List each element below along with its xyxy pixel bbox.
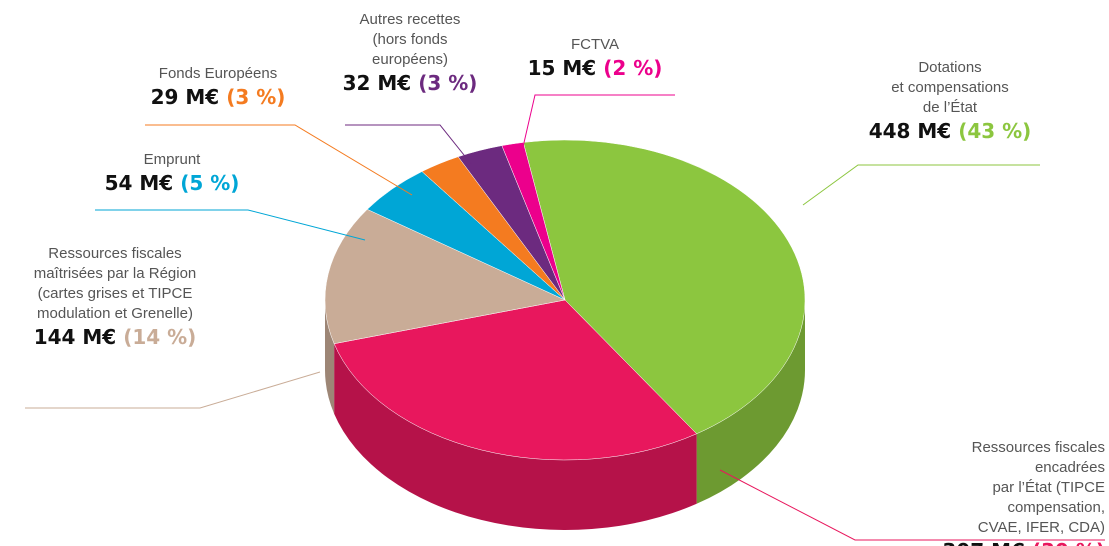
percent-label: (2 %) (603, 56, 663, 80)
value-label: 32 M€ (342, 71, 412, 95)
value-label: 54 M€ (104, 171, 174, 195)
value-label: 15 M€ (527, 56, 597, 80)
value-line: 307 M€ (30 %) (942, 538, 1105, 546)
value-line: 54 M€ (5 %) (105, 170, 240, 196)
category-name: Autres recettes (hors fonds européens) (359, 11, 461, 68)
category-name: Fonds Européens (158, 65, 278, 82)
slice-side (334, 343, 697, 530)
leader-line (519, 94, 675, 161)
value-label: 144 M€ (33, 325, 117, 349)
slice-label: Autres recettes (hors fonds européens) 32… (343, 10, 478, 96)
percent-label: (3 %) (418, 71, 478, 95)
slice-label: Ressources fiscales encadrées par l’État… (942, 438, 1105, 546)
slice-label: Dotations et compensations de l’État 448 … (869, 58, 1032, 144)
category-name: Ressources fiscales maîtrisées par la Ré… (33, 245, 197, 322)
leader-line (25, 371, 321, 409)
percent-label: (3 %) (226, 85, 286, 109)
slice-side (696, 300, 805, 504)
percent-label: (30 %) (1032, 539, 1105, 546)
slice-label: Fonds Européens 29 M€ (3 %) (151, 64, 286, 110)
percent-label: (43 %) (958, 119, 1032, 143)
category-name: FCTVA (570, 36, 620, 53)
category-name: Ressources fiscales encadrées par l’État… (971, 439, 1105, 536)
value-line: 32 M€ (3 %) (343, 70, 478, 96)
slice-label: FCTVA 15 M€ (2 %) (528, 35, 663, 81)
slice (324, 209, 566, 345)
value-label: 448 M€ (868, 119, 952, 143)
leader-line (719, 469, 1105, 541)
percent-label: (14 %) (123, 325, 197, 349)
category-name: Dotations et compensations de l’État (891, 59, 1009, 116)
value-label: 29 M€ (150, 85, 220, 109)
value-label: 307 M€ (942, 539, 1025, 546)
leader-line (95, 209, 366, 241)
value-line: 144 M€ (14 %) (34, 324, 197, 350)
slice-label: Ressources fiscales maîtrisées par la Ré… (34, 244, 197, 350)
slice (333, 299, 698, 461)
slice-label: Emprunt 54 M€ (5 %) (105, 150, 240, 196)
value-line: 15 M€ (2 %) (528, 55, 663, 81)
value-line: 29 M€ (3 %) (151, 84, 286, 110)
leader-line (345, 124, 473, 166)
leader-line (145, 124, 413, 196)
category-name: Emprunt (143, 151, 201, 168)
slice-side (325, 300, 335, 414)
value-line: 448 M€ (43 %) (869, 118, 1032, 144)
leader-line (802, 164, 1040, 206)
slice (501, 142, 566, 301)
percent-label: (5 %) (180, 171, 240, 195)
slice (523, 139, 806, 435)
